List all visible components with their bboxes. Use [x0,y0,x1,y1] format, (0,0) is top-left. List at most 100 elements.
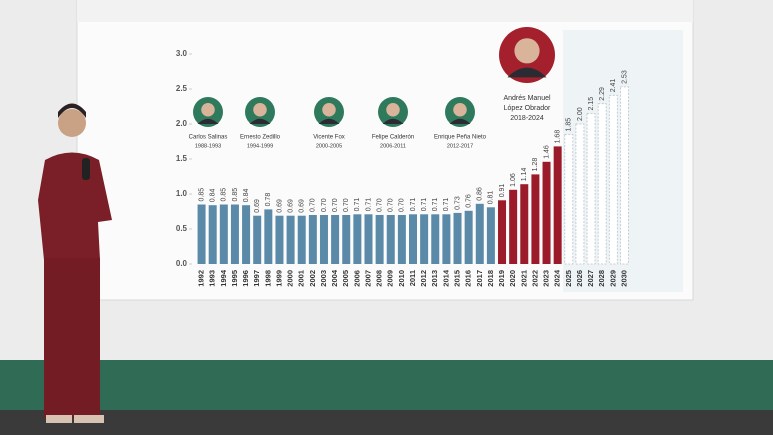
bar [608,94,618,265]
president-name: López Obrador [504,105,551,112]
value-label: 0.81 [488,191,495,205]
bar [620,86,629,265]
portrait-suit [249,118,271,124]
portrait-face [514,38,540,64]
x-tick-label: 2021 [519,270,528,287]
president-term: 1994-1999 [247,143,273,149]
bar [319,215,328,264]
bar [264,209,273,264]
value-label: 0.71 [354,198,361,212]
jacket [38,152,112,260]
bar [208,205,217,264]
value-label: 0.71 [365,198,372,212]
x-tick-label: 2006 [352,270,361,287]
y-tick-label: 1.5 [176,154,188,163]
x-tick-label: 2017 [475,270,484,287]
portrait-suit [197,118,219,124]
value-label: 0.73 [454,196,461,210]
bar [297,215,306,264]
x-tick-label: 2020 [508,270,517,287]
x-tick-label: 1996 [241,270,250,287]
value-label: 0.70 [332,198,339,212]
x-tick-label: 2015 [452,270,461,287]
bar [542,161,551,264]
president-name: Felipe Calderón [372,135,414,141]
president-name: Enrique Peña Nieto [434,135,487,141]
value-label: 0.86 [477,187,484,201]
y-tick-label: 3.0 [176,49,188,58]
value-label: 0.70 [376,198,383,212]
value-label: 0.85 [198,188,205,202]
value-label: 0.70 [310,198,317,212]
bar [486,207,495,264]
value-label: 0.84 [243,188,250,202]
president-term: 2000-2005 [316,143,342,149]
x-tick-label: 2007 [363,270,372,287]
bar [442,214,451,264]
value-label: 1.68 [555,130,562,144]
x-tick-label: 1999 [274,270,283,287]
value-label: 0.70 [321,198,328,212]
bar [498,200,507,264]
bar [520,184,529,264]
value-label: 0.78 [265,193,272,207]
bar [409,214,417,264]
value-label: 2.53 [621,70,628,84]
portrait-suit [507,67,547,78]
bar [197,204,206,264]
portrait-face [322,103,336,117]
president-name: Andrés Manuel [503,95,551,102]
bar [509,189,518,264]
value-label: 0.69 [287,199,294,213]
value-label: 2.15 [588,97,595,111]
value-label: 0.71 [432,198,439,212]
x-tick-label: 1994 [219,269,228,287]
value-label: 1.28 [532,158,539,172]
x-tick-label: 2024 [553,269,562,287]
president-name: Carlos Salinas [189,135,228,141]
bar [453,212,462,264]
x-tick-label: 2030 [619,270,628,287]
president-name: Vicente Fox [313,135,345,141]
x-tick-label: 1997 [252,270,261,287]
stage-strip [0,360,773,410]
president-term: 2006-2011 [380,143,406,149]
bar [597,103,607,265]
value-label: 0.71 [443,198,450,212]
bar [531,174,540,264]
x-tick-label: 2010 [397,270,406,287]
hair [58,103,86,118]
x-tick-label: 2016 [464,270,473,287]
bar [375,215,384,264]
y-tick-label: 1.0 [176,189,188,198]
value-label: 1.06 [510,173,517,187]
president-name: Ernesto Zedillo [240,135,281,141]
microphone [82,158,90,180]
screen-header [77,0,693,22]
head [58,109,86,137]
x-tick-label: 2011 [408,270,417,286]
value-label: 1.46 [543,145,550,159]
x-tick-label: 2023 [542,270,551,287]
presenter [38,103,112,423]
value-label: 0.69 [276,199,283,213]
portrait-face [201,103,215,117]
x-tick-label: 2012 [419,270,428,287]
value-label: 0.70 [388,198,395,212]
value-label: 1.14 [521,167,528,181]
value-label: 0.76 [465,194,472,208]
x-tick-label: 1993 [208,270,217,287]
x-tick-label: 2029 [608,270,617,287]
bar [286,215,295,264]
floor [0,410,773,435]
x-tick-label: 2002 [308,270,317,287]
bar [386,215,395,264]
x-tick-label: 2000 [286,270,295,287]
y-tick-label: 2.0 [176,119,188,128]
bar [308,215,317,264]
y-tick-label: 0.0 [176,259,188,268]
portrait-suit [449,118,471,124]
trousers [44,258,100,418]
x-tick-label: 2022 [530,270,539,287]
